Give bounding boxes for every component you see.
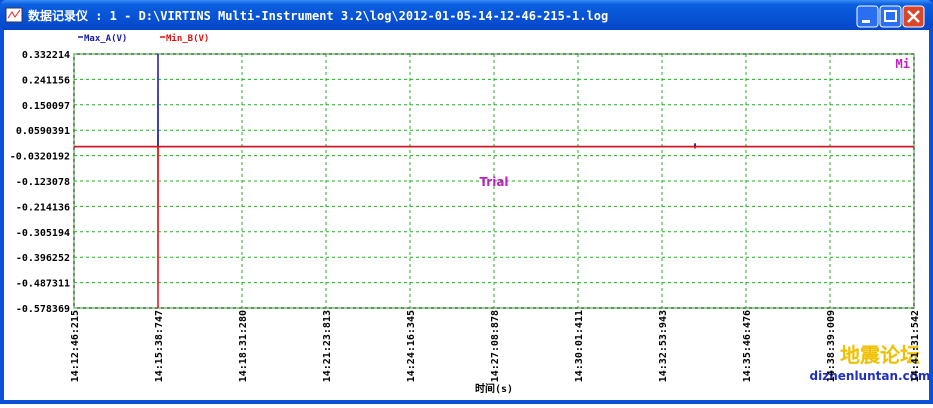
- site-watermark-cn: 地震论坛: [840, 343, 920, 367]
- x-tick-label: 14:30:01:411: [574, 310, 585, 382]
- corner-mark: Mi: [896, 57, 910, 71]
- minimize-button[interactable]: [856, 5, 879, 28]
- y-tick-label: 0.150097: [22, 101, 70, 112]
- x-tick-label: 14:12:46:215: [70, 310, 81, 382]
- y-tick-label: -0.214136: [16, 202, 70, 213]
- x-tick-label: 14:41:31:542: [910, 310, 921, 382]
- y-tick-label: -0.396252: [16, 253, 70, 264]
- y-tick-label: -0.578369: [16, 304, 70, 315]
- legend-label: Max_A(V): [84, 34, 127, 44]
- app-icon-graph: [7, 9, 21, 19]
- minimize-icon: [862, 20, 870, 23]
- close-icon: [907, 10, 920, 23]
- title-bar: [0, 0, 933, 30]
- maximize-icon: [884, 10, 897, 22]
- maximize-button[interactable]: [879, 5, 902, 28]
- x-tick-label: 14:27:08:878: [490, 310, 501, 382]
- y-tick-label: -0.123078: [16, 177, 70, 188]
- y-tick-label: -0.0320192: [10, 152, 70, 163]
- x-axis-label: 时间(s): [475, 382, 513, 395]
- x-tick-label: 14:15:38:747: [154, 310, 165, 382]
- y-tick-label: 0.0590391: [16, 126, 70, 137]
- x-tick-label: 14:18:31:280: [238, 310, 249, 382]
- legend-label: Min_B(V): [166, 33, 209, 44]
- site-watermark: dizhenluntan.com: [810, 369, 931, 383]
- x-tick-label: 14:35:46:476: [742, 310, 753, 382]
- trial-watermark: Trial: [479, 175, 508, 189]
- y-tick-label: -0.487311: [16, 279, 70, 290]
- x-tick-label: 14:24:16:345: [406, 310, 417, 382]
- x-tick-label: 14:32:53:943: [658, 310, 669, 382]
- window-title: 数据记录仪 : 1 - D:\VIRTINS Multi-Instrument …: [28, 8, 608, 23]
- y-tick-label: -0.305194: [16, 228, 70, 239]
- x-tick-label: 14:21:23:813: [322, 310, 333, 382]
- y-tick-label: 0.332214: [22, 50, 70, 61]
- x-tick-label: 14:38:39:009: [826, 310, 837, 382]
- series-line: [74, 145, 914, 309]
- y-tick-label: 0.241156: [22, 75, 70, 86]
